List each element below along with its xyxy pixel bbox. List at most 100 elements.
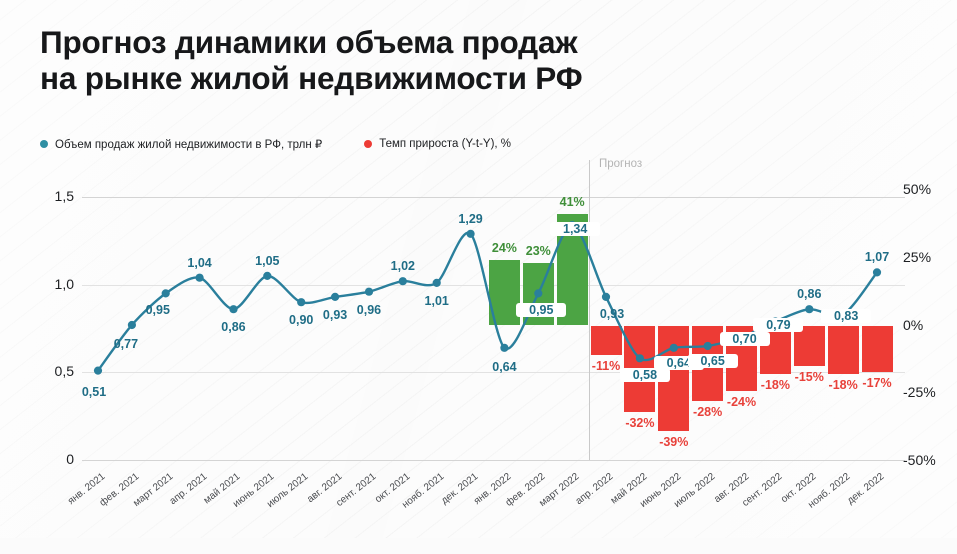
x-axis-tick-label: март 2022 [537,471,582,510]
legend-dot-icon [364,140,373,148]
line-data-point [771,317,780,326]
x-axis-tick-label: нояб. 2021 [399,471,447,511]
x-axis-tick-label: нояб. 2022 [806,471,853,511]
bar-value-label: 24% [491,241,517,256]
right-axis-tick-label: 0% [903,316,924,333]
line-data-point [872,268,882,277]
bar-negative [624,325,656,413]
forecast-annotation-label: Прогноз [599,158,643,170]
x-axis-tick-label: янв. 2022 [472,471,514,507]
x-axis-tick-label: авг. 2021 [305,471,345,506]
legend-item-growth-rate: Темп прироста (Y-t-Y), % [364,138,511,150]
right-axis-tick-label: 25% [903,248,932,265]
x-axis-tick-label: фев. 2022 [503,471,548,509]
bar-negative [658,325,690,432]
bar-negative [827,325,859,375]
legend-label-sales-volume: Объем продаж жилой недвижимости в РФ, тр… [55,139,323,151]
x-axis-tick-label: июнь 2021 [231,471,277,510]
bar-negative [793,325,825,367]
line-data-point [839,310,848,319]
bar-negative [726,325,758,391]
bar-negative [861,325,893,372]
x-axis-tick-label: май 2022 [608,471,650,507]
x-axis-tick-label: окт. 2021 [372,471,413,506]
right-axis-tick-label: -25% [903,384,936,401]
line-data-point [161,289,170,298]
bar-positive [488,260,520,326]
line-data-point [263,271,272,280]
line-value-label: 1,02 [390,259,415,274]
line-data-point [568,221,577,230]
bar-value-label: -17% [862,375,892,390]
x-axis-tick-label: дек. 2021 [438,471,480,507]
gridline [82,197,905,198]
right-axis-tick-label: 50% [903,181,932,197]
x-axis-tick-label: март 2021 [131,471,176,510]
line-data-point [229,305,238,314]
slide-canvas: Прогноз динамики объема продаж на рынке … [40,24,936,511]
bar-value-label: -32% [625,416,655,431]
left-axis-tick-label: 1,0 [54,275,74,292]
line-data-point [127,320,136,330]
x-axis-tick-label: апр. 2022 [573,471,616,508]
left-axis-tick-label: 0 [66,451,74,467]
x-axis-tick-label: июль 2021 [265,471,311,510]
line-value-label: 0,70 [719,332,770,347]
bar-value-label: -18% [828,378,858,393]
line-value-label: 0,93 [322,307,348,322]
bar-negative [590,325,622,356]
bar-value-label: 23% [525,244,551,259]
legend-item-sales-volume: Объем продаж жилой недвижимости в РФ, тр… [40,137,322,151]
line-value-label: 0,86 [797,287,822,302]
bar-positive [556,214,588,326]
line-data-point [331,292,340,301]
line-value-label: 1,01 [424,293,449,308]
line-data-point [635,354,645,363]
line-data-point [703,341,712,351]
x-axis-tick-label: авг. 2022 [711,471,751,506]
line-value-label: 0,83 [821,309,872,324]
line-value-label: 0,58 [619,368,670,383]
line-value-label: 0,79 [753,318,804,333]
chart-legend: Объем продаж жилой недвижимости в РФ, тр… [40,136,511,152]
gridline [82,372,905,373]
line-value-label: 1,05 [255,253,280,268]
bar-positive [522,263,554,326]
x-axis-tick-label: апр. 2021 [167,471,209,508]
line-value-label: 1,07 [864,250,890,265]
line-data-point [601,292,611,301]
line-path [96,223,879,372]
line-data-point [805,305,814,314]
x-axis-tick-label: дек. 2022 [845,471,887,507]
line-value-label: 0,90 [289,313,314,328]
x-axis-tick-label: фев. 2021 [97,471,142,509]
line-value-label: 0,95 [516,303,567,318]
line-data-point [297,298,306,307]
x-axis-tick-label: сент. 2022 [740,471,785,509]
line-value-label: 0,93 [599,306,625,321]
x-axis-tick-label: июнь 2022 [637,471,684,510]
line-data-point [432,278,441,287]
gridline [82,460,905,461]
line-data-point [466,229,475,238]
line-data-point [364,287,374,296]
gridline [82,285,905,286]
legend-label-growth-rate: Темп прироста (Y-t-Y), % [379,138,512,150]
bar-value-label: 41% [559,195,585,210]
line-value-label: 1,29 [458,211,483,226]
line-data-point [195,273,204,282]
line-value-label: 0,65 [687,354,738,369]
bar-value-label: -39% [659,435,689,450]
forecast-divider [589,160,590,460]
line-data-point [93,366,103,375]
line-value-label: 0,64 [653,355,704,370]
legend-dot-icon [40,140,48,148]
line-value-label: 0,64 [492,359,517,374]
bar-value-label: -24% [726,394,757,409]
line-data-point [669,343,678,352]
line-data-point [500,343,509,352]
line-value-label: 1,34 [550,222,601,237]
bar-value-label: -11% [591,359,621,374]
bar-value-label: -28% [693,405,723,420]
x-axis-tick-label: окт. 2022 [779,471,819,506]
